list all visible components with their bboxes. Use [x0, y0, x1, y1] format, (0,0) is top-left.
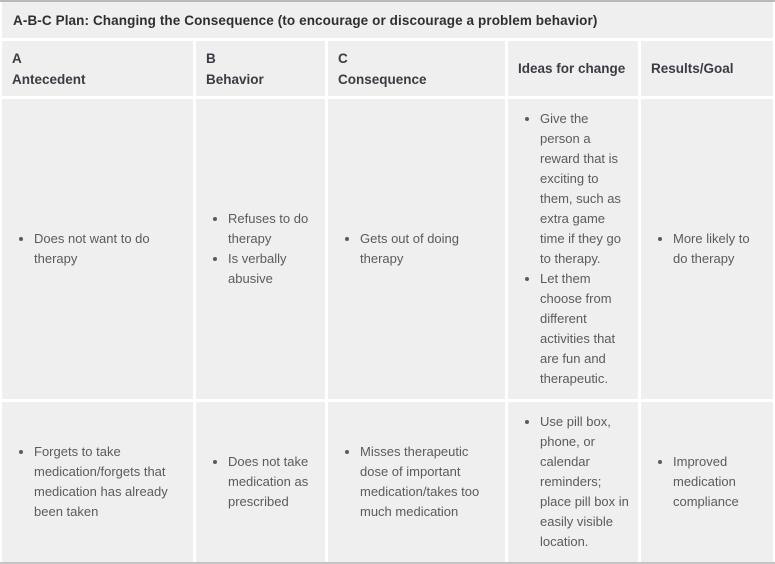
- column-letter: B: [206, 50, 216, 66]
- bullet-list: Improved medication compliance: [651, 452, 765, 512]
- column-label: Results/Goal: [651, 61, 734, 76]
- list-item: Give the person a reward that is excitin…: [540, 109, 630, 269]
- list-item: Use pill box, phone, or calendar reminde…: [540, 412, 630, 552]
- row2-consequence-cell: Misses therapeutic dose of important med…: [328, 402, 505, 562]
- list-item: Does not want to do therapy: [34, 229, 185, 269]
- list-item: Is verbally abusive: [228, 249, 317, 289]
- bullet-list: Does not want to do therapy: [12, 229, 185, 269]
- row2-results-cell: Improved medication compliance: [641, 402, 773, 562]
- table-title-text: A-B-C Plan: Changing the Consequence (to…: [13, 12, 598, 28]
- row1-results-cell: More likely to do therapy: [641, 99, 773, 399]
- row1-ideas-cell: Give the person a reward that is excitin…: [508, 99, 638, 399]
- list-item: Misses therapeutic dose of important med…: [360, 442, 497, 522]
- list-item: Does not take medication as prescribed: [228, 452, 317, 512]
- bullet-list: Does not take medication as prescribed: [206, 452, 317, 512]
- table-title: A-B-C Plan: Changing the Consequence (to…: [2, 2, 773, 38]
- column-header-consequence: C Consequence: [328, 41, 505, 96]
- list-item: Let them choose from different activitie…: [540, 269, 630, 389]
- column-header-behavior: B Behavior: [196, 41, 325, 96]
- column-letter: A: [12, 50, 22, 66]
- bullet-list: Give the person a reward that is excitin…: [518, 109, 630, 389]
- row2-behavior-cell: Does not take medication as prescribed: [196, 402, 325, 562]
- column-letter: C: [338, 50, 348, 66]
- row1-antecedent-cell: Does not want to do therapy: [2, 99, 193, 399]
- list-item: Forgets to take medication/forgets that …: [34, 442, 185, 522]
- bullet-list: Forgets to take medication/forgets that …: [12, 442, 185, 522]
- bullet-list: Misses therapeutic dose of important med…: [338, 442, 497, 522]
- row1-consequence-cell: Gets out of doing therapy: [328, 99, 505, 399]
- column-label: Ideas for change: [518, 61, 626, 76]
- list-item: Gets out of doing therapy: [360, 229, 497, 269]
- row2-ideas-cell: Use pill box, phone, or calendar reminde…: [508, 402, 638, 562]
- column-header-results: Results/Goal: [641, 41, 773, 96]
- column-label: Antecedent: [12, 71, 86, 87]
- column-header-ideas: Ideas for change: [508, 41, 638, 96]
- bullet-list: More likely to do therapy: [651, 229, 765, 269]
- column-label: Behavior: [206, 71, 264, 87]
- row2-antecedent-cell: Forgets to take medication/forgets that …: [2, 402, 193, 562]
- bullet-list: Use pill box, phone, or calendar reminde…: [518, 412, 630, 552]
- list-item: Improved medication compliance: [673, 452, 765, 512]
- table-grid: A Antecedent B Behavior C Consequence Id…: [2, 41, 773, 562]
- bullet-list: Refuses to do therapyIs verbally abusive: [206, 209, 317, 289]
- list-item: More likely to do therapy: [673, 229, 765, 269]
- bullet-list: Gets out of doing therapy: [338, 229, 497, 269]
- row1-behavior-cell: Refuses to do therapyIs verbally abusive: [196, 99, 325, 399]
- column-label: Consequence: [338, 71, 427, 87]
- column-header-antecedent: A Antecedent: [2, 41, 193, 96]
- list-item: Refuses to do therapy: [228, 209, 317, 249]
